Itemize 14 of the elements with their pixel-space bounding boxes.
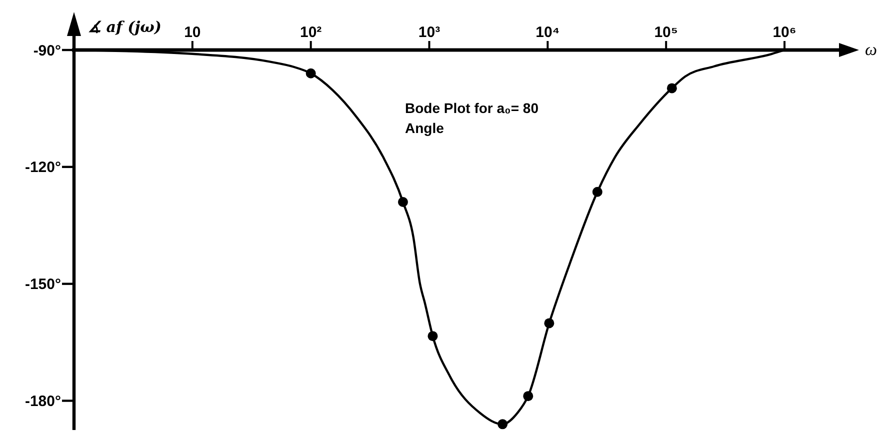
text: Bode Plot for a₀= 80 (405, 100, 539, 116)
x-tick-label: 10² (300, 24, 322, 41)
x-tick-label: 10³ (418, 24, 440, 41)
x-tick-label: 10⁶ (772, 24, 796, 41)
y-tick-label: -90° (33, 42, 61, 60)
y-tick-label: -120° (24, 159, 61, 176)
y-tick-label: -150° (24, 276, 61, 294)
x-tick-label: 10 (184, 24, 201, 41)
x-axis-title: ω (865, 40, 878, 60)
y-axis-title: ∡ af (jω) (88, 18, 162, 36)
text: Angle (405, 120, 444, 136)
x-tick-label: 10⁵ (654, 24, 678, 41)
y-tick-label: -180° (24, 393, 61, 410)
x-tick-label: 10⁴ (536, 24, 560, 41)
